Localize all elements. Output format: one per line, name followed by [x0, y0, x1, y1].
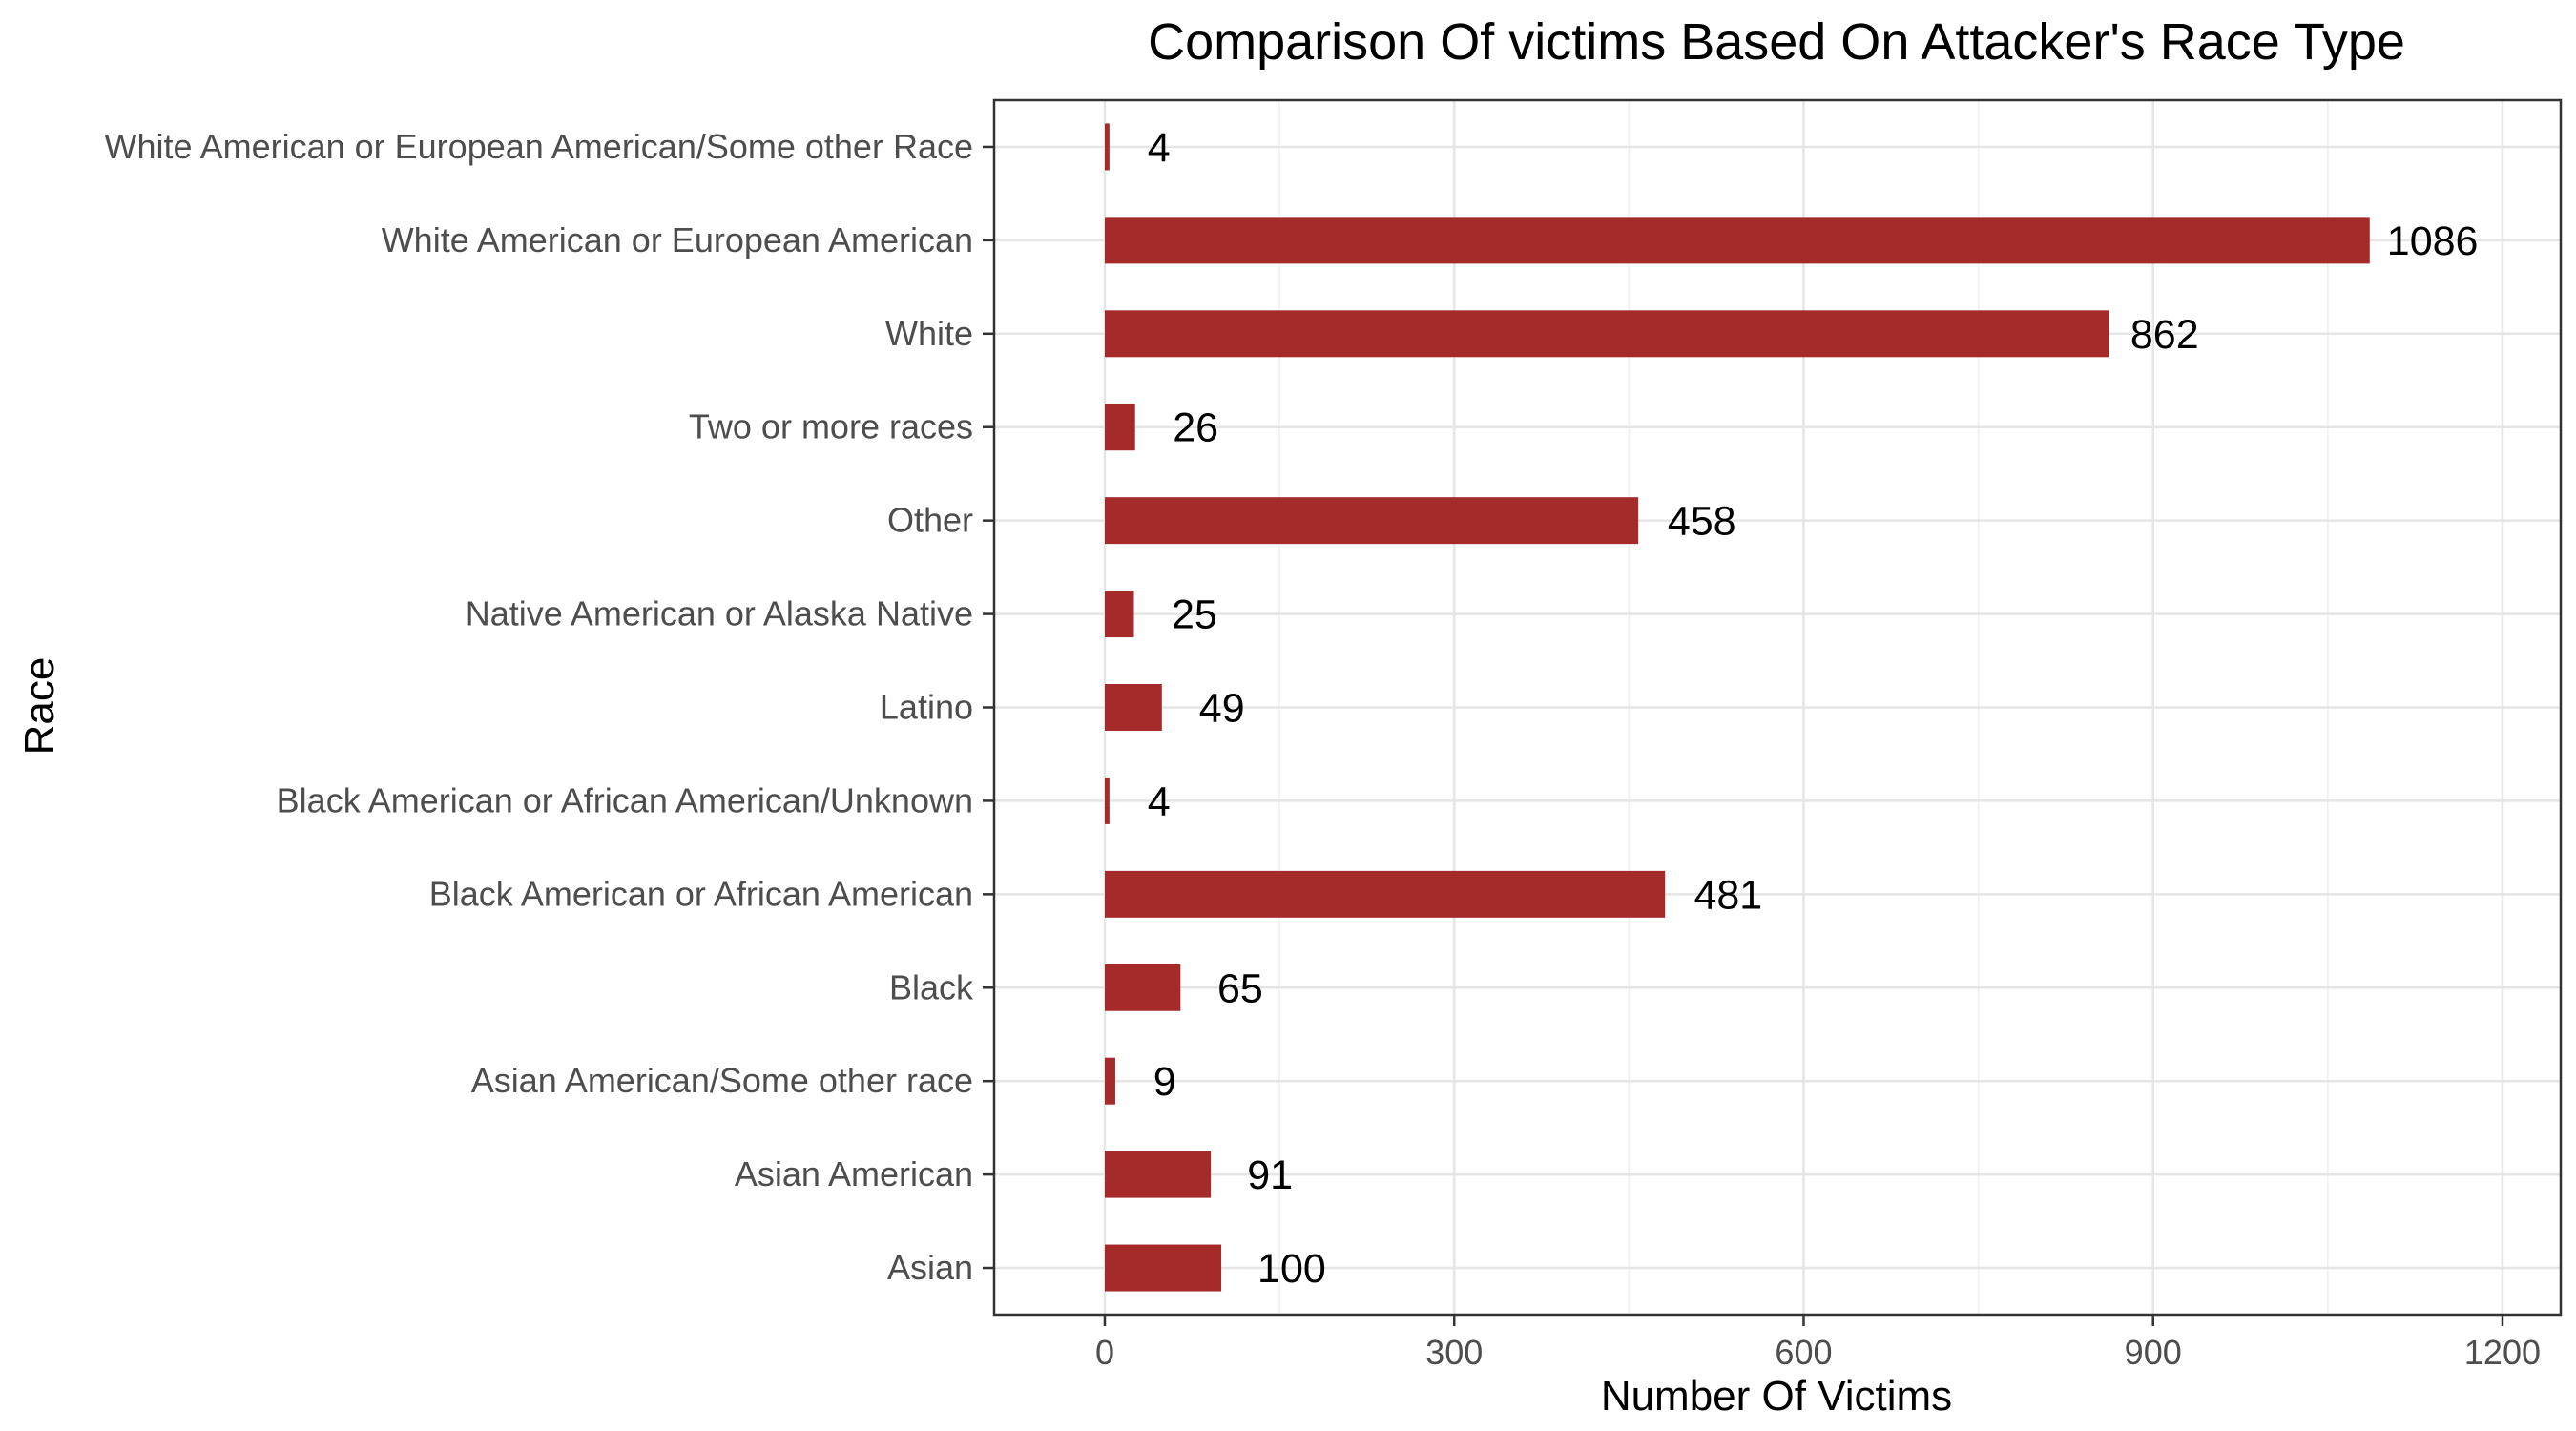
y-tick-label: White American or European American: [382, 220, 973, 259]
data-label: 1086: [2387, 218, 2479, 264]
x-tick-label: 300: [1425, 1333, 1483, 1372]
bar: [1104, 497, 1639, 545]
plot-area: 4 1086 862 26 458 25 49 4 481 65 9 91 100 White Ameri…: [105, 98, 2563, 1372]
bar: [1104, 1057, 1115, 1105]
y-tick-label: Latino: [880, 688, 973, 727]
data-label: 49: [1199, 686, 1245, 732]
bar: [1104, 310, 2109, 358]
bar: [1104, 217, 2370, 264]
x-tick-label: 900: [2125, 1333, 2182, 1372]
bar: [1104, 1244, 1222, 1292]
x-tick-label: 0: [1095, 1333, 1114, 1372]
y-tick-label: Native American or Alaska Native: [466, 594, 973, 633]
data-label: 91: [1247, 1152, 1293, 1198]
bar: [1104, 404, 1135, 451]
bar: [1104, 123, 1110, 171]
bar: [1104, 684, 1162, 731]
x-axis-title: Number Of Victims: [1601, 1373, 1952, 1420]
y-tick-label: Other: [887, 501, 973, 540]
y-axis-title: Race: [16, 657, 63, 756]
y-tick-label: White: [885, 314, 973, 353]
data-label: 481: [1693, 872, 1762, 918]
chart-title: Comparison Of victims Based On Attacker'…: [1148, 13, 2405, 71]
data-label: 4: [1148, 778, 1171, 824]
bar: [1104, 964, 1181, 1011]
bar: [1104, 591, 1134, 638]
data-label: 9: [1153, 1059, 1176, 1105]
x-tick-label: 600: [1775, 1333, 1832, 1372]
y-tick-label: Asian American: [735, 1154, 973, 1193]
data-label: 26: [1173, 405, 1218, 451]
data-label: 4: [1148, 125, 1171, 171]
y-tick-label: Black American or African American/Unkno…: [277, 780, 973, 819]
data-label: 100: [1257, 1246, 1326, 1292]
bar: [1104, 1151, 1212, 1198]
data-label: 862: [2130, 312, 2199, 358]
x-tick-label: 1200: [2464, 1333, 2541, 1372]
data-label: 65: [1217, 965, 1263, 1011]
y-tick-label: Asian: [887, 1248, 973, 1287]
y-tick-label: Two or more races: [689, 407, 973, 446]
y-tick-label: White American or European American/Some…: [105, 127, 973, 166]
bar: [1104, 777, 1110, 824]
bar: [1104, 870, 1666, 918]
y-tick-label: Black: [889, 967, 974, 1006]
y-tick-label: Asian American/Some other race: [471, 1061, 973, 1100]
data-label: 458: [1668, 499, 1736, 545]
data-label: 25: [1172, 592, 1217, 638]
y-tick-label: Black American or African American: [429, 874, 973, 913]
